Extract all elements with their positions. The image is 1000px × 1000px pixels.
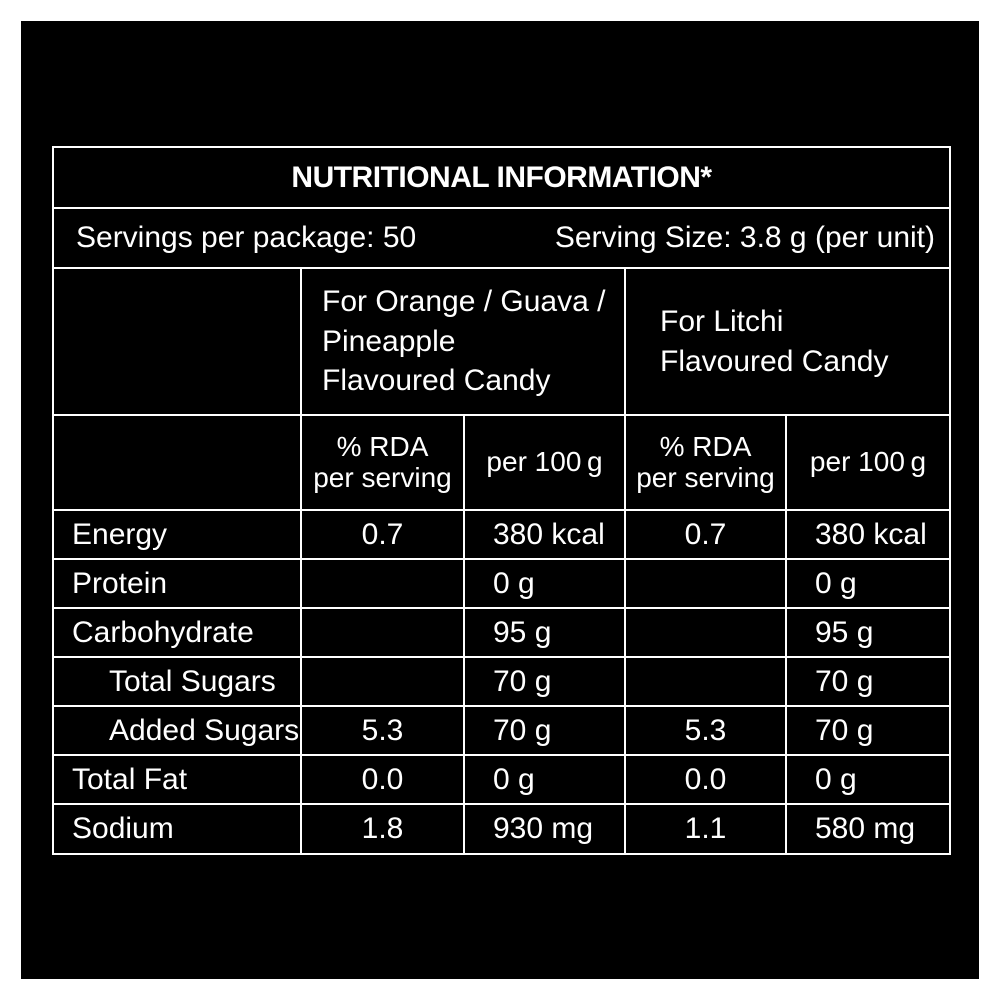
per-serving-label: per serving — [636, 461, 775, 493]
rda-header-litchi: % RDA per serving — [624, 414, 787, 511]
per100-value: 70 g — [785, 656, 951, 707]
nutrient-row-added-sugars: Added Sugars 5.3 70 g 5.3 70 g — [52, 705, 951, 756]
nutrient-row-energy: Energy 0.7 380 kcal 0.7 380 kcal — [52, 509, 951, 560]
rda-value: 5.3 — [624, 705, 787, 756]
per100-value: 380 kcal — [785, 509, 951, 560]
per100-value: 70 g — [463, 656, 626, 707]
rda-value — [624, 558, 787, 609]
flavour-header-litchi: For Litchi Flavoured Candy — [624, 267, 951, 416]
rda-label: % RDA — [659, 431, 752, 463]
column-subheader-row: % RDA per serving per 100 g % RDA per se… — [52, 414, 951, 511]
rda-value: 0.0 — [624, 754, 787, 805]
nutrient-name: Protein — [52, 558, 302, 609]
rda-header-orange: % RDA per serving — [300, 414, 465, 511]
per100-value: 0 g — [785, 754, 951, 805]
nutrient-name: Energy — [52, 509, 302, 560]
rda-value: 0.0 — [300, 754, 465, 805]
rda-value — [300, 607, 465, 658]
nutrient-row-sodium: Sodium 1.8 930 mg 1.1 580 mg — [52, 803, 951, 855]
per100-value: 95 g — [463, 607, 626, 658]
nutrient-row-total-sugars: Total Sugars 70 g 70 g — [52, 656, 951, 707]
empty-subheader-cell — [52, 414, 302, 511]
per100-value: 70 g — [463, 705, 626, 756]
nutrient-name: Carbohydrate — [52, 607, 302, 658]
nutrient-row-protein: Protein 0 g 0 g — [52, 558, 951, 609]
serving-size: Serving Size: 3.8 g (per unit) — [554, 221, 935, 255]
rda-value — [300, 656, 465, 707]
per100-value: 70 g — [785, 705, 951, 756]
rda-value: 0.7 — [624, 509, 787, 560]
nutrient-name: Sodium — [52, 803, 302, 855]
rda-value: 1.8 — [300, 803, 465, 855]
per100-value: 580 mg — [785, 803, 951, 855]
rda-value: 0.7 — [300, 509, 465, 560]
per-serving-label: per serving — [313, 461, 452, 493]
rda-value — [624, 656, 787, 707]
table-title: NUTRITIONAL INFORMATION* — [52, 146, 951, 209]
rda-value — [624, 607, 787, 658]
servings-row: Servings per package: 50 Serving Size: 3… — [52, 207, 951, 269]
nutrient-row-carbohydrate: Carbohydrate 95 g 95 g — [52, 607, 951, 658]
flavour-line: Pineapple — [322, 324, 456, 358]
title-row: NUTRITIONAL INFORMATION* — [52, 146, 951, 209]
flavour-header-orange-guava-pineapple: For Orange / Guava / Pineapple Flavoured… — [300, 267, 626, 416]
rda-value — [300, 558, 465, 609]
per100-header-litchi: per 100 g — [785, 414, 951, 511]
flavour-line: For Orange / Guava / — [322, 284, 606, 318]
servings-cell: Servings per package: 50 Serving Size: 3… — [52, 207, 951, 269]
rda-value: 1.1 — [624, 803, 787, 855]
nutrient-row-total-fat: Total Fat 0.0 0 g 0.0 0 g — [52, 754, 951, 805]
flavour-line: For Litchi — [660, 304, 784, 338]
flavour-header-row: For Orange / Guava / Pineapple Flavoured… — [52, 267, 951, 416]
nutrition-table: NUTRITIONAL INFORMATION* Servings per pa… — [52, 146, 951, 855]
flavour-line: Flavoured Candy — [322, 364, 551, 398]
rda-label: % RDA — [336, 431, 429, 463]
per100-value: 0 g — [463, 754, 626, 805]
per100-value: 380 kcal — [463, 509, 626, 560]
per100-value: 0 g — [463, 558, 626, 609]
nutrient-name: Added Sugars — [52, 705, 302, 756]
servings-per-package: Servings per package: 50 — [76, 221, 417, 255]
empty-header-cell — [52, 267, 302, 416]
flavour-line: Flavoured Candy — [660, 344, 889, 378]
per100-header-orange: per 100 g — [463, 414, 626, 511]
nutrient-name: Total Sugars — [52, 656, 302, 707]
per100-value: 0 g — [785, 558, 951, 609]
per100-value: 95 g — [785, 607, 951, 658]
nutrient-name: Total Fat — [52, 754, 302, 805]
per100-value: 930 mg — [463, 803, 626, 855]
rda-value: 5.3 — [300, 705, 465, 756]
